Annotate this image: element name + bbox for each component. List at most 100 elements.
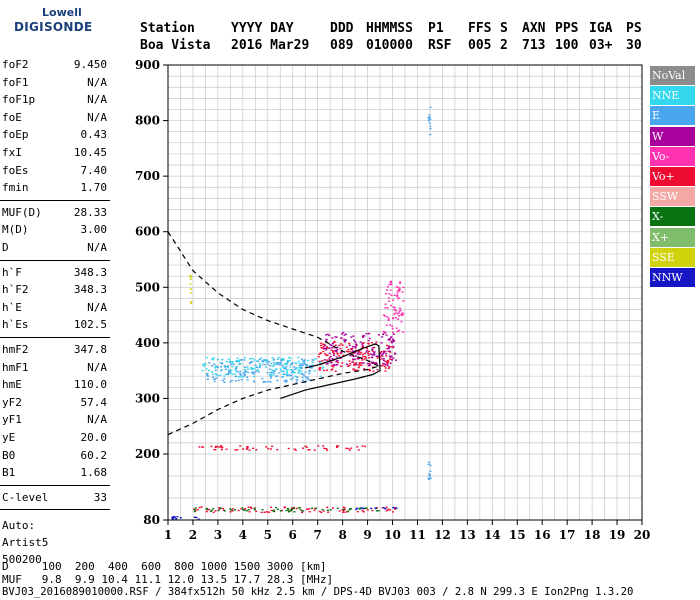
- echo-point: [325, 334, 328, 336]
- echo-point: [243, 375, 246, 377]
- echo-point: [366, 347, 368, 349]
- echo-point: [394, 508, 396, 510]
- echo-point: [189, 276, 192, 278]
- echo-point: [342, 354, 345, 357]
- echo-point: [299, 367, 302, 370]
- echo-point: [189, 292, 192, 294]
- echo-point: [298, 362, 301, 365]
- echo-point: [353, 358, 356, 360]
- echo-point: [246, 447, 249, 449]
- param-value: 110.0: [73, 378, 107, 392]
- echo-point: [367, 354, 370, 356]
- echo-point: [371, 347, 374, 349]
- echo-point: [350, 348, 353, 351]
- echo-point: [264, 358, 267, 361]
- echo-point: [390, 304, 392, 307]
- header-label: HHMMSS: [366, 21, 413, 36]
- param-value: N/A: [87, 300, 107, 314]
- echo-point: [342, 508, 345, 511]
- echo-point: [189, 283, 192, 285]
- param-row: yF1 N/A: [0, 411, 110, 429]
- echo-point: [367, 339, 370, 342]
- echo-point: [393, 306, 396, 309]
- echo-point: [371, 509, 374, 512]
- echo-point: [250, 361, 253, 363]
- header-value: Boa Vista: [140, 38, 211, 53]
- param-row: B0 60.2: [0, 447, 110, 465]
- echo-point: [295, 381, 298, 383]
- param-label: foF1: [2, 75, 29, 89]
- echo-point: [286, 372, 289, 374]
- echo-point: [385, 355, 388, 357]
- echo-point: [205, 356, 208, 359]
- echo-point: [389, 346, 392, 348]
- echo-point: [271, 369, 273, 371]
- echo-point: [226, 365, 229, 367]
- echo-point: [268, 361, 271, 363]
- echo-point: [336, 352, 339, 354]
- echo-point: [382, 314, 385, 316]
- echo-point: [261, 509, 264, 511]
- header-label: AXN: [522, 21, 546, 36]
- echo-point: [395, 310, 398, 312]
- echo-point: [218, 508, 221, 510]
- echo-point: [273, 358, 275, 361]
- echo-point: [350, 336, 353, 338]
- echo-point: [363, 358, 366, 360]
- param-value: 28.33: [73, 205, 107, 219]
- echo-point: [336, 446, 338, 448]
- param-value: 3.00: [80, 223, 108, 237]
- echo-point: [189, 278, 192, 280]
- echo-point: [364, 356, 367, 358]
- echo-point: [372, 366, 375, 368]
- echo-points: [171, 106, 432, 520]
- echo-point: [246, 446, 249, 448]
- header-value: 089: [330, 38, 354, 53]
- param-row: foEs 7.40: [0, 162, 110, 180]
- echo-point: [286, 361, 289, 363]
- echo-point: [393, 294, 396, 296]
- echo-point: [428, 478, 431, 480]
- echo-point: [298, 366, 301, 369]
- echo-point: [220, 445, 223, 447]
- echo-point: [326, 333, 329, 335]
- echo-point: [379, 356, 382, 358]
- echo-point: [341, 333, 343, 335]
- echo-point: [386, 364, 389, 367]
- echo-point: [312, 359, 315, 361]
- y-tick-label: 600: [135, 225, 160, 239]
- echo-point: [266, 359, 269, 362]
- echo-point: [304, 376, 307, 378]
- echo-point: [308, 508, 311, 510]
- param-row: h`Es 102.5: [0, 316, 110, 334]
- echo-point: [351, 361, 354, 363]
- echo-point: [271, 357, 274, 359]
- echo-point: [302, 447, 304, 449]
- echo-point: [282, 366, 284, 368]
- echo-cluster-e: [206, 358, 314, 383]
- echo-point: [214, 365, 217, 367]
- echo-point: [352, 358, 355, 360]
- echo-point: [269, 448, 272, 450]
- echo-point: [392, 306, 395, 308]
- echo-point: [212, 357, 215, 359]
- header-label: PPS: [555, 21, 579, 36]
- echo-point: [397, 330, 400, 332]
- echo-point: [230, 369, 233, 371]
- echo-point: [397, 318, 400, 320]
- echo-point: [196, 509, 199, 511]
- header-value: 2016 Mar29: [231, 38, 310, 53]
- param-value: 60.2: [80, 448, 108, 462]
- echo-point: [206, 378, 209, 380]
- echo-point: [390, 280, 392, 283]
- x-tick-label: 11: [409, 528, 426, 542]
- echo-point: [395, 317, 397, 319]
- echo-point: [380, 358, 383, 360]
- echo-point: [252, 373, 255, 375]
- param-value: N/A: [87, 360, 107, 374]
- echo-point: [387, 317, 390, 319]
- echo-point: [301, 510, 304, 512]
- echo-point: [396, 292, 399, 294]
- echo-point: [286, 362, 289, 364]
- echo-point: [390, 355, 393, 357]
